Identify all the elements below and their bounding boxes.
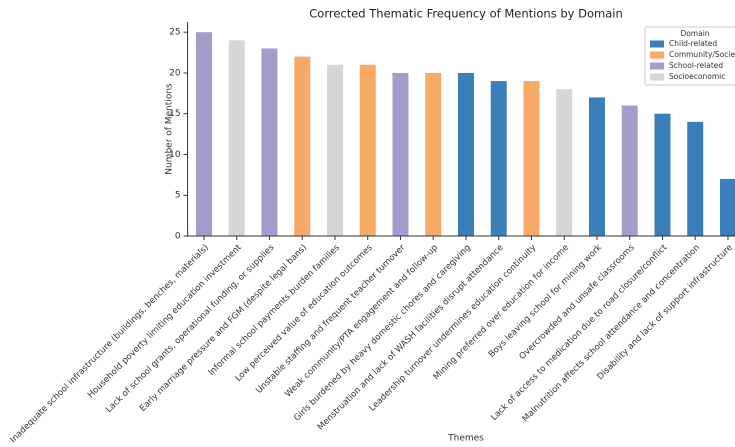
bar bbox=[195, 32, 212, 236]
bar bbox=[687, 121, 704, 236]
bar bbox=[294, 56, 311, 237]
legend-swatch bbox=[650, 51, 664, 59]
x-axis-label: Themes bbox=[447, 434, 484, 444]
legend-swatch bbox=[650, 40, 664, 48]
bar bbox=[392, 72, 409, 236]
x-tick-label: Weak community/PTA engagement and follow… bbox=[283, 243, 440, 400]
legend-swatch bbox=[650, 62, 664, 70]
bar bbox=[457, 72, 474, 236]
y-axis-label: Number of Mentions bbox=[165, 83, 175, 175]
y-tick-label: 15 bbox=[169, 109, 180, 119]
legend-label: Socioeconomic bbox=[669, 72, 725, 81]
bar bbox=[261, 48, 278, 236]
bar bbox=[556, 89, 573, 236]
bar bbox=[621, 105, 638, 236]
y-tick-label: 5 bbox=[175, 191, 181, 201]
bar bbox=[228, 40, 245, 236]
bar bbox=[425, 72, 442, 236]
y-tick-label: 10 bbox=[169, 150, 181, 160]
x-tick-label: Overcrowded and unsafe classrooms bbox=[518, 242, 637, 361]
bar bbox=[588, 97, 605, 237]
legend-swatch bbox=[650, 73, 664, 81]
y-tick-label: 0 bbox=[175, 232, 181, 242]
legend-label: Community/Societal bbox=[669, 50, 735, 59]
x-tick-label: Unstable staffing and frequent teacher t… bbox=[254, 242, 407, 395]
legend-box bbox=[644, 26, 735, 86]
y-tick-label: 20 bbox=[169, 68, 181, 78]
bar bbox=[719, 178, 735, 236]
y-tick-label: 25 bbox=[169, 28, 180, 38]
bar bbox=[326, 64, 343, 236]
bar bbox=[359, 64, 376, 236]
bar bbox=[654, 113, 671, 236]
legend-label: School-related bbox=[669, 61, 723, 70]
x-tick-label: Household poverty limiting education inv… bbox=[86, 242, 244, 400]
legend-label: Child-related bbox=[669, 39, 717, 48]
bar bbox=[523, 81, 540, 236]
chart-title: Corrected Thematic Frequency of Mentions… bbox=[309, 7, 622, 21]
legend-title: Domain bbox=[680, 29, 709, 38]
bar bbox=[490, 81, 507, 236]
